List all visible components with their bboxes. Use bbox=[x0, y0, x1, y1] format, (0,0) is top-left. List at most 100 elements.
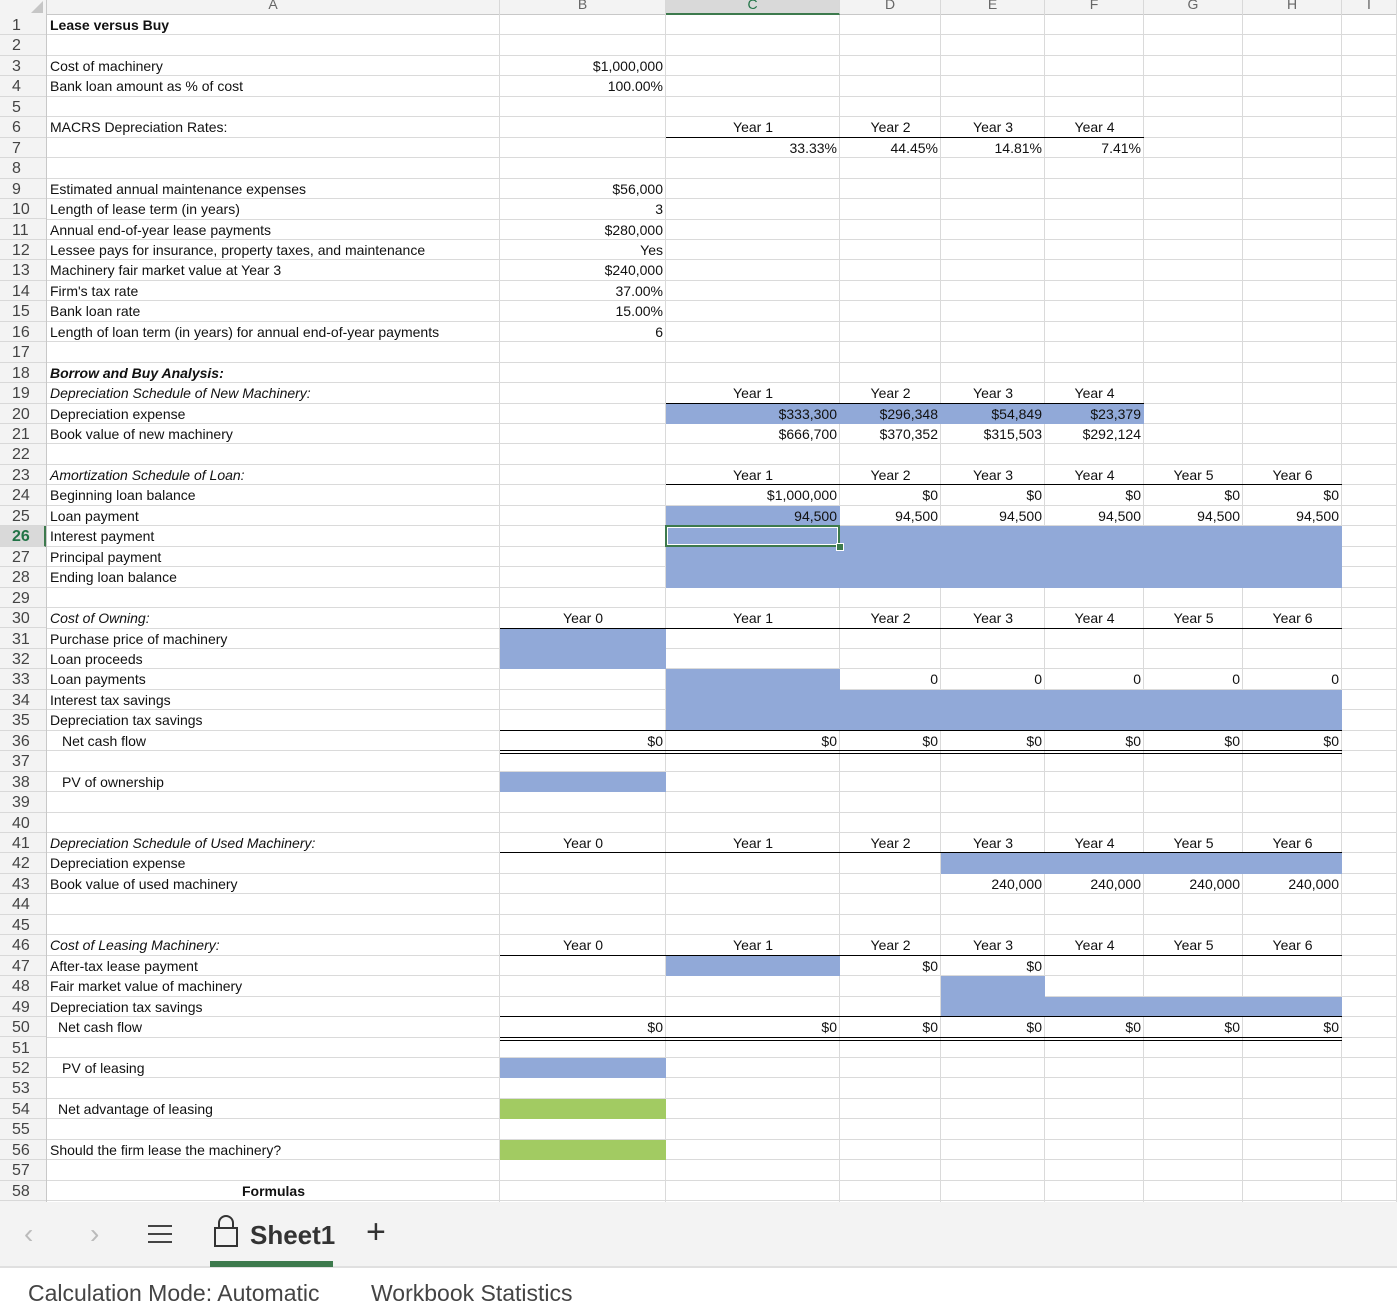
row-header-35[interactable]: 35 bbox=[0, 710, 46, 731]
row-header-23[interactable]: 23 bbox=[0, 465, 46, 486]
dep-expense-value[interactable]: $23,379 bbox=[1090, 405, 1141, 422]
year-header[interactable]: Year 1 bbox=[733, 385, 773, 402]
year-header[interactable]: Year 4 bbox=[1074, 466, 1115, 483]
used-book-value-label[interactable]: Book value of used machinery bbox=[50, 875, 238, 892]
loan-payment-value[interactable]: 94,500 bbox=[1098, 507, 1141, 524]
row-header-21[interactable]: 21 bbox=[0, 424, 46, 445]
year-header[interactable]: Year 5 bbox=[1173, 937, 1214, 954]
used-book-value[interactable]: 240,000 bbox=[1189, 875, 1240, 892]
row-header-2[interactable]: 2 bbox=[0, 35, 46, 56]
pv-leasing-label[interactable]: PV of leasing bbox=[62, 1059, 145, 1076]
row-header-4[interactable]: 4 bbox=[0, 76, 46, 97]
column-header-i[interactable]: I bbox=[1342, 0, 1397, 15]
year-header[interactable]: Year 2 bbox=[870, 610, 911, 627]
row-header-27[interactable]: 27 bbox=[0, 547, 46, 568]
leasing-net-cash-flow-value[interactable]: $0 bbox=[1224, 1019, 1240, 1036]
tax-value[interactable]: 37.00% bbox=[615, 282, 663, 299]
year-header[interactable]: Year 5 bbox=[1173, 610, 1214, 627]
beginning-balance-value[interactable]: $0 bbox=[922, 487, 938, 504]
row-header-34[interactable]: 34 bbox=[0, 690, 46, 711]
macrs-rate[interactable]: 33.33% bbox=[789, 139, 837, 156]
depreciation-expense-fill[interactable] bbox=[666, 403, 1144, 424]
loan-payments-value[interactable]: 0 bbox=[1331, 671, 1339, 688]
row-header-44[interactable]: 44 bbox=[0, 894, 46, 915]
row-header-33[interactable]: 33 bbox=[0, 669, 46, 690]
row-header-17[interactable]: 17 bbox=[0, 342, 46, 363]
leasing-net-cash-flow-value[interactable]: $0 bbox=[1125, 1019, 1141, 1036]
lease-dep-tax-label[interactable]: Depreciation tax savings bbox=[50, 998, 203, 1015]
row-header-47[interactable]: 47 bbox=[0, 956, 46, 977]
used-dep-expense-label[interactable]: Depreciation expense bbox=[50, 855, 186, 872]
year-header[interactable]: Year 3 bbox=[973, 385, 1013, 402]
fmv-machinery-label[interactable]: Fair market value of machinery bbox=[50, 978, 243, 995]
row-header-37[interactable]: 37 bbox=[0, 751, 46, 772]
loan-pct-value[interactable]: 100.00% bbox=[607, 78, 663, 95]
column-header-b[interactable]: B bbox=[500, 0, 666, 15]
lease-net-cash-flow-label[interactable]: Net cash flow bbox=[58, 1019, 143, 1036]
maint-value[interactable]: $56,000 bbox=[612, 180, 663, 197]
row-header-7[interactable]: 7 bbox=[0, 138, 46, 159]
tax-savings-fill[interactable] bbox=[840, 689, 1342, 731]
leasing-net-cash-flow-value[interactable]: $0 bbox=[922, 1019, 938, 1036]
loan-payments-value[interactable]: 0 bbox=[930, 671, 938, 688]
should-lease-label[interactable]: Should the firm lease the machinery? bbox=[50, 1141, 282, 1158]
after-tax-lease-label[interactable]: After-tax lease payment bbox=[50, 957, 198, 974]
used-depreciation-fill[interactable] bbox=[941, 853, 1342, 874]
interest-payment-label[interactable]: Interest payment bbox=[50, 528, 155, 545]
loan-pct-label[interactable]: Bank loan amount as % of cost bbox=[50, 78, 243, 95]
year-header[interactable]: Year 3 bbox=[973, 466, 1013, 483]
cost-label[interactable]: Cost of machinery bbox=[50, 57, 163, 74]
loan-rate-value[interactable]: 15.00% bbox=[615, 303, 663, 320]
selected-cell-c26[interactable] bbox=[665, 525, 840, 547]
macrs-year-header[interactable]: Year 2 bbox=[870, 119, 911, 136]
row-header-55[interactable]: 55 bbox=[0, 1119, 46, 1140]
year-header[interactable]: Year 1 bbox=[733, 610, 773, 627]
row-header-14[interactable]: 14 bbox=[0, 281, 46, 302]
row-header-46[interactable]: 46 bbox=[0, 935, 46, 956]
used-dep-heading[interactable]: Depreciation Schedule of Used Machinery: bbox=[50, 835, 316, 851]
row-header-57[interactable]: 57 bbox=[0, 1160, 46, 1181]
net-cash-flow-label[interactable]: Net cash flow bbox=[62, 732, 147, 749]
loan-term-label[interactable]: Length of loan term (in years) for annua… bbox=[50, 323, 440, 340]
dep-expense-value[interactable]: $296,348 bbox=[879, 405, 938, 422]
year-header[interactable]: Year 5 bbox=[1173, 835, 1214, 851]
column-header-h[interactable]: H bbox=[1243, 0, 1342, 15]
beginning-balance-value[interactable]: $0 bbox=[1224, 487, 1240, 504]
macrs-year-header[interactable]: Year 3 bbox=[973, 119, 1013, 136]
dep-expense-value[interactable]: $54,849 bbox=[991, 405, 1042, 422]
lease-term-label[interactable]: Length of lease term (in years) bbox=[50, 201, 240, 218]
dep-expense-label[interactable]: Depreciation expense bbox=[50, 405, 186, 422]
cost-of-owning-heading[interactable]: Cost of Owning: bbox=[50, 610, 150, 627]
row-header-41[interactable]: 41 bbox=[0, 833, 46, 854]
loan-payment-value[interactable]: 94,500 bbox=[999, 507, 1042, 524]
row-header-50[interactable]: 50 bbox=[0, 1017, 46, 1038]
after-tax-lease-value[interactable]: $0 bbox=[1026, 957, 1042, 974]
next-sheet-chevron-icon[interactable]: › bbox=[90, 1218, 100, 1249]
pv-leasing-fill[interactable] bbox=[500, 1057, 666, 1079]
row-header-58[interactable]: 58 bbox=[0, 1181, 46, 1202]
year-header[interactable]: Year 4 bbox=[1074, 385, 1115, 402]
year-header[interactable]: Year 3 bbox=[973, 937, 1013, 954]
owning-net-cash-flow-value[interactable]: $0 bbox=[1323, 732, 1339, 749]
principal-payment-label[interactable]: Principal payment bbox=[50, 548, 162, 565]
row-header-20[interactable]: 20 bbox=[0, 404, 46, 424]
row-header-11[interactable]: 11 bbox=[0, 220, 46, 240]
row-header-29[interactable]: 29 bbox=[0, 588, 46, 609]
lessee-pays-value[interactable]: Yes bbox=[640, 241, 663, 258]
after-tax-lease-fill[interactable] bbox=[666, 955, 840, 977]
cost-value[interactable]: $1,000,000 bbox=[592, 57, 663, 74]
row-header-54[interactable]: 54 bbox=[0, 1099, 46, 1120]
macrs-rate[interactable]: 7.41% bbox=[1101, 139, 1141, 156]
macrs-label[interactable]: MACRS Depreciation Rates: bbox=[50, 119, 228, 136]
loan-proceeds-label[interactable]: Loan proceeds bbox=[50, 650, 143, 667]
borrow-buy-heading[interactable]: Borrow and Buy Analysis: bbox=[50, 364, 224, 381]
depreciation-tax-savings-label[interactable]: Depreciation tax savings bbox=[50, 712, 203, 729]
year-header[interactable]: Year 1 bbox=[733, 835, 773, 851]
row-header-42[interactable]: 42 bbox=[0, 853, 46, 874]
row-header-40[interactable]: 40 bbox=[0, 813, 46, 833]
lessee-pays-label[interactable]: Lessee pays for insurance, property taxe… bbox=[50, 241, 426, 258]
row-header-48[interactable]: 48 bbox=[0, 976, 46, 997]
beginning-balance-value[interactable]: $1,000,000 bbox=[766, 487, 837, 504]
year-header[interactable]: Year 6 bbox=[1272, 466, 1313, 483]
macrs-year-header[interactable]: Year 4 bbox=[1074, 119, 1115, 136]
